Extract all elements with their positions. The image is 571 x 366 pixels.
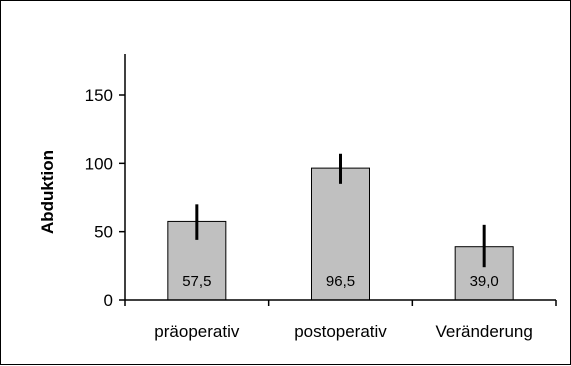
y-tick-label: 150 — [85, 86, 113, 105]
data-label: 57,5 — [182, 273, 211, 290]
y-tick-label: 100 — [85, 154, 113, 173]
y-tick-label: 50 — [94, 223, 113, 242]
data-label: 39,0 — [470, 273, 499, 290]
y-tick-label: 0 — [104, 291, 113, 310]
x-tick-label: postoperativ — [294, 322, 387, 341]
y-axis-title: Abduktion — [38, 150, 57, 234]
x-tick-label: präoperativ — [154, 322, 240, 341]
error-bars-layer — [195, 153, 486, 268]
labels-layer: 0 50 100 150 57,5 präoperativ 96,5 postoperativ… — [85, 86, 557, 341]
bar — [311, 167, 370, 301]
x-tick-label: Veränderung — [435, 322, 532, 341]
data-label: 96,5 — [326, 273, 355, 290]
